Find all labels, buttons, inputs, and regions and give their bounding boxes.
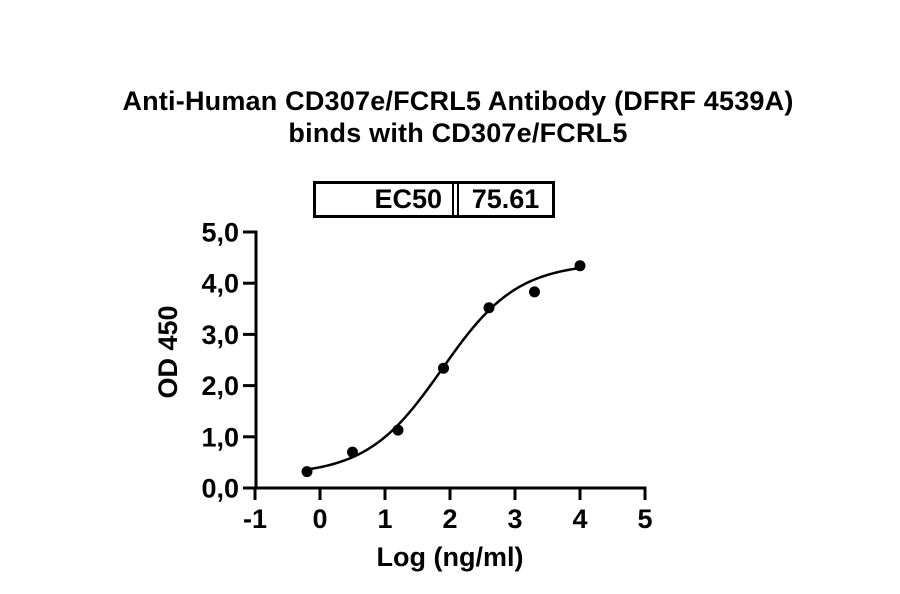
x-tick-label: 0: [312, 504, 327, 534]
y-tick-label: 0,0: [201, 474, 239, 504]
x-tick-label: -1: [243, 504, 267, 534]
ec50-value-cell: 75.61: [457, 184, 552, 215]
x-tick-label: 4: [572, 504, 587, 534]
ec50-table: EC50 75.61: [313, 181, 555, 218]
chart-title-line2: binds with CD307e/FCRL5: [288, 118, 628, 148]
y-tick-label: 1,0: [201, 422, 239, 452]
x-tick-label: 3: [507, 504, 522, 534]
y-tick-label: 3,0: [201, 320, 239, 350]
x-tick-label: 2: [442, 504, 457, 534]
chart-title-line1: Anti-Human CD307e/FCRL5 Antibody (DFRF 4…: [122, 86, 794, 116]
data-point: [392, 424, 404, 436]
y-tick-label: 2,0: [201, 371, 239, 401]
ec50-label-cell: EC50: [316, 184, 454, 215]
x-tick-label: 1: [377, 504, 392, 534]
x-tick-label: 5: [637, 504, 652, 534]
y-tick-label: 4,0: [201, 269, 239, 299]
data-point: [301, 466, 313, 478]
data-point: [529, 286, 540, 298]
y-axis-title: OD 450: [153, 305, 183, 398]
data-point: [347, 446, 358, 458]
chart-title: Anti-Human CD307e/FCRL5 Antibody (DFRF 4…: [8, 85, 900, 149]
data-point: [574, 260, 586, 272]
data-point: [438, 362, 449, 374]
x-axis-title: Log (ng/ml): [377, 542, 524, 572]
y-tick-label: 5,0: [201, 218, 239, 248]
data-point: [483, 302, 495, 314]
